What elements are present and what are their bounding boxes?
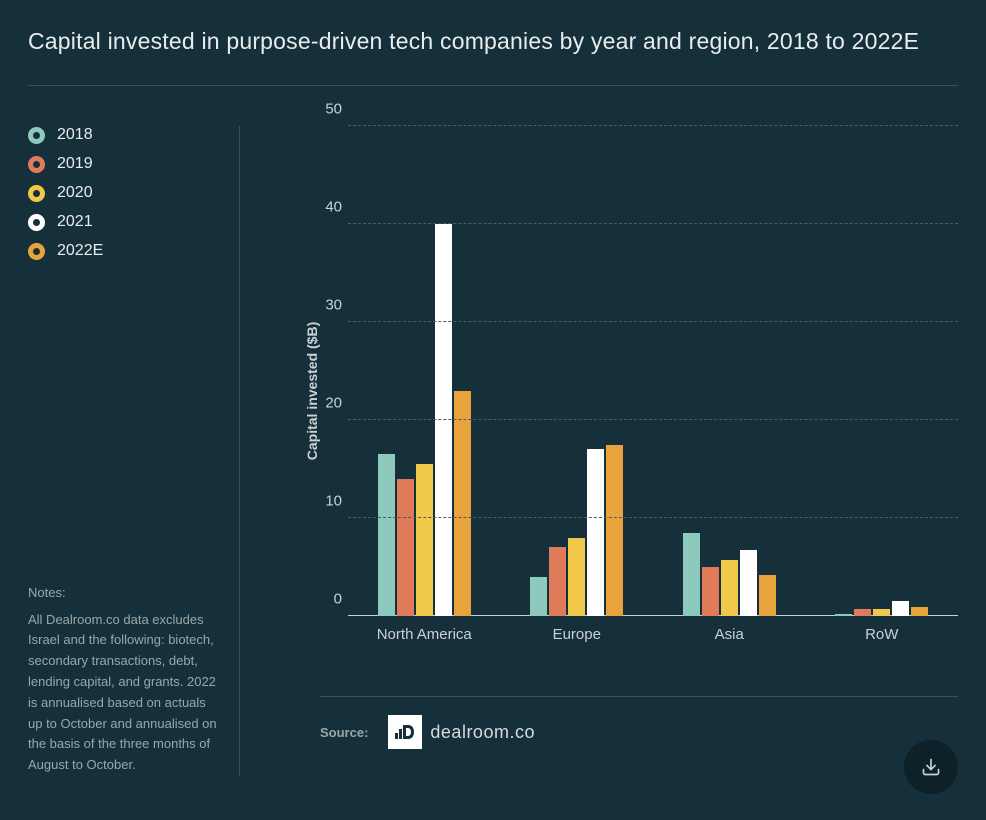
notes: Notes: All Dealroom.co data excludes Isr… (28, 583, 219, 776)
legend-item[interactable]: 2019 (28, 155, 219, 173)
bar[interactable] (568, 538, 585, 616)
dealroom-logo-text: dealroom.co (430, 722, 535, 743)
chart-footer: Source: dealroom.co (320, 696, 958, 749)
y-tick-label: 50 (314, 101, 342, 118)
grid-line (348, 517, 958, 518)
x-axis-label: Asia (715, 626, 744, 643)
download-icon (921, 757, 941, 777)
bar-group: Europe (530, 126, 623, 616)
bar[interactable] (911, 607, 928, 616)
legend-color-icon (28, 156, 45, 173)
legend-item[interactable]: 2020 (28, 184, 219, 202)
legend-item[interactable]: 2021 (28, 213, 219, 231)
sidebar: 2018 2019 2020 2021 2022E Notes: All Dealroo… (28, 126, 240, 776)
bar-group: RoW (835, 126, 928, 616)
source-label: Source: (320, 725, 368, 740)
legend-color-icon (28, 185, 45, 202)
legend-label: 2019 (57, 155, 93, 173)
chart-area: Capital invested ($B) North America Europ… (240, 126, 958, 776)
legend-label: 2018 (57, 126, 93, 144)
y-tick-label: 10 (314, 493, 342, 510)
bar[interactable] (835, 614, 852, 616)
title-divider (28, 85, 958, 86)
bar-group: North America (378, 126, 471, 616)
legend-color-icon (28, 214, 45, 231)
legend-label: 2020 (57, 184, 93, 202)
y-tick-label: 30 (314, 297, 342, 314)
bar[interactable] (587, 449, 604, 616)
bar[interactable] (759, 575, 776, 616)
bar[interactable] (683, 533, 700, 616)
bar[interactable] (740, 550, 757, 616)
legend-item[interactable]: 2018 (28, 126, 219, 144)
notes-body: All Dealroom.co data excludes Israel and… (28, 610, 219, 776)
bar[interactable] (721, 560, 738, 616)
x-axis-label: Europe (553, 626, 601, 643)
bar[interactable] (854, 609, 871, 616)
grid-line (348, 419, 958, 420)
bar[interactable] (435, 224, 452, 616)
bar[interactable] (702, 567, 719, 616)
grid-line (348, 125, 958, 126)
y-axis-label: Capital invested ($B) (304, 322, 320, 460)
download-button[interactable] (904, 740, 958, 794)
grid-line (348, 321, 958, 322)
legend-item[interactable]: 2022E (28, 242, 219, 260)
legend-label: 2022E (57, 242, 103, 260)
bar[interactable] (873, 609, 890, 616)
grid-line (348, 223, 958, 224)
y-tick-label: 0 (314, 591, 342, 608)
bar[interactable] (549, 547, 566, 616)
y-tick-label: 40 (314, 199, 342, 216)
bar[interactable] (454, 391, 471, 616)
legend-color-icon (28, 127, 45, 144)
bars-container: North America Europe Asia RoW (348, 126, 958, 616)
legend-color-icon (28, 243, 45, 260)
bar[interactable] (397, 479, 414, 616)
legend-label: 2021 (57, 213, 93, 231)
page-title: Capital invested in purpose-driven tech … (28, 28, 958, 55)
dealroom-badge-icon (388, 715, 422, 749)
legend: 2018 2019 2020 2021 2022E (28, 126, 219, 260)
x-axis-label: North America (377, 626, 472, 643)
bar-group: Asia (683, 126, 776, 616)
chart-plot: North AmericaEuropeAsiaRoW 01020304050 (348, 126, 958, 616)
x-axis-label: RoW (865, 626, 898, 643)
bar[interactable] (416, 464, 433, 616)
dealroom-logo: dealroom.co (388, 715, 535, 749)
y-tick-label: 20 (314, 395, 342, 412)
notes-title: Notes: (28, 583, 219, 604)
bar[interactable] (892, 601, 909, 616)
bar[interactable] (378, 454, 395, 616)
bar[interactable] (530, 577, 547, 616)
bar[interactable] (606, 445, 623, 617)
